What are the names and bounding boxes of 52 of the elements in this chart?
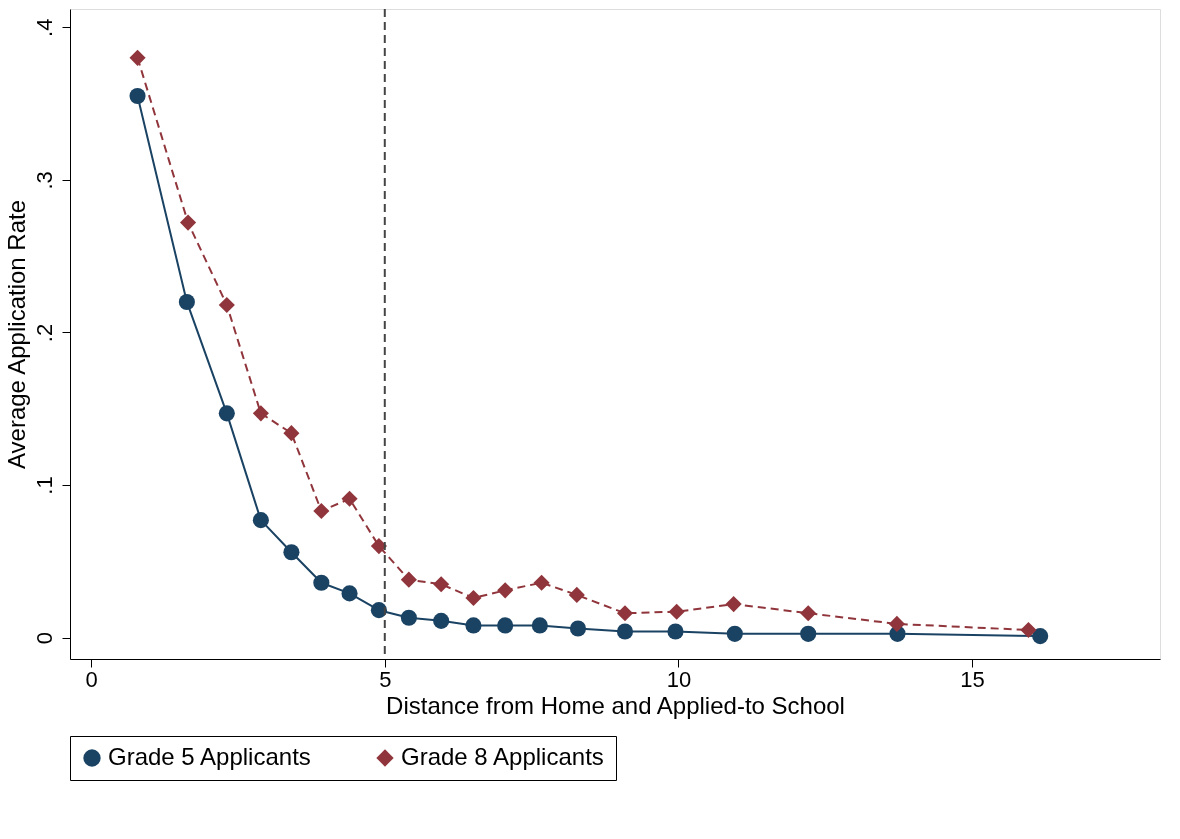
point — [800, 625, 817, 642]
point — [1020, 621, 1037, 639]
point — [667, 623, 684, 640]
point — [616, 623, 634, 640]
y-tick-label: 0 — [31, 632, 57, 645]
y-axis-title: Average Application Rate — [2, 199, 30, 470]
point — [129, 87, 146, 105]
point — [341, 585, 358, 602]
point — [313, 574, 330, 591]
x-tick-label: 0 — [85, 666, 98, 692]
point — [616, 605, 634, 622]
point — [531, 617, 548, 634]
y-tick-label: .1 — [31, 476, 57, 495]
point — [726, 625, 743, 642]
point — [465, 617, 482, 634]
point — [400, 609, 417, 626]
y-tick-label: .2 — [31, 323, 57, 343]
y-tick-label: .4 — [31, 18, 57, 37]
y-tick-label: .3 — [31, 171, 57, 190]
point — [313, 502, 330, 520]
point — [179, 214, 197, 231]
point — [497, 617, 514, 634]
point — [252, 405, 269, 422]
point — [888, 615, 905, 632]
point — [533, 574, 550, 591]
point — [800, 605, 817, 622]
x-tick-label: 5 — [379, 666, 392, 692]
point — [568, 586, 585, 603]
point — [218, 405, 235, 422]
x-tick-label: 10 — [666, 666, 692, 692]
point — [370, 538, 387, 555]
point — [725, 596, 742, 613]
point — [178, 293, 195, 310]
point — [341, 490, 358, 507]
point — [218, 296, 235, 314]
point — [497, 582, 514, 599]
point — [370, 602, 387, 619]
point — [283, 544, 300, 561]
legend-label: Grade 8 Applicants — [401, 743, 604, 770]
point — [283, 425, 300, 442]
x-tick-label: 15 — [960, 666, 985, 692]
point — [433, 576, 450, 593]
point — [433, 612, 450, 629]
point — [400, 571, 417, 588]
x-axis-title: Distance from Home and Applied-to School — [386, 691, 845, 719]
point — [129, 49, 146, 66]
point — [668, 603, 685, 620]
point — [465, 589, 482, 607]
point — [252, 512, 269, 529]
point — [569, 620, 587, 637]
point — [1032, 628, 1049, 645]
legend-label: Grade 5 Applicants — [108, 743, 311, 770]
